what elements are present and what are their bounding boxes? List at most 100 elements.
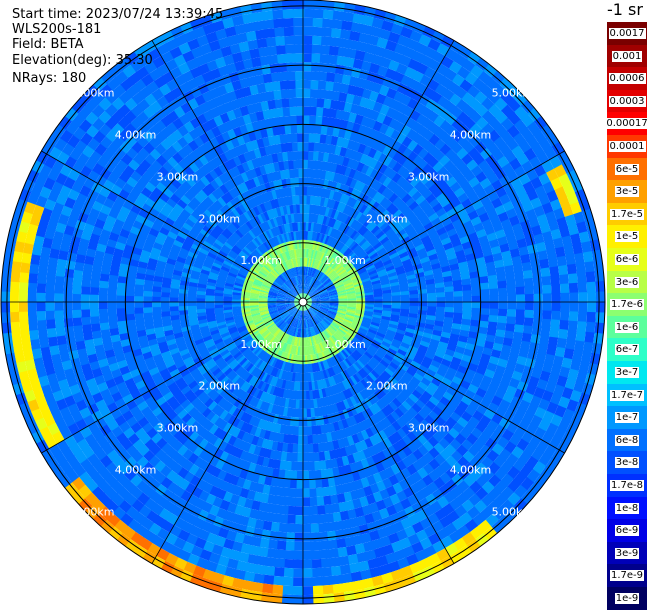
radar-cell xyxy=(302,551,312,560)
radar-cell xyxy=(197,305,206,309)
radar-cell xyxy=(28,319,38,330)
radar-cell xyxy=(1,301,10,313)
radar-cell xyxy=(179,306,188,311)
radar-cell xyxy=(99,308,108,316)
radar-cell xyxy=(418,293,427,298)
radar-cell xyxy=(309,506,318,515)
radar-cell xyxy=(170,306,179,312)
radar-cell xyxy=(19,291,28,302)
radar-cell xyxy=(463,302,472,309)
radar-cell xyxy=(587,282,597,294)
radar-cell xyxy=(525,286,534,295)
radar-cell xyxy=(542,285,551,295)
radar-cell xyxy=(294,524,303,533)
radar-cell xyxy=(507,302,516,310)
radar-cell xyxy=(309,497,317,506)
radar-cell xyxy=(312,594,324,604)
radar-cell xyxy=(45,292,54,302)
radar-cell xyxy=(1,290,10,302)
radar-cell xyxy=(552,302,561,312)
radar-cell xyxy=(542,276,552,286)
radar-cell xyxy=(292,577,303,586)
radar-cell xyxy=(188,305,197,310)
radar-cell xyxy=(436,292,445,298)
radar-cell xyxy=(28,310,37,321)
radar-cell xyxy=(534,294,543,303)
radar-cell xyxy=(445,302,454,308)
radar-cell xyxy=(401,295,410,299)
radar-cell xyxy=(45,301,54,311)
radar-cell xyxy=(550,275,560,286)
radar-cell xyxy=(19,301,28,312)
radar-cell xyxy=(586,271,596,283)
radar-cell xyxy=(143,307,152,314)
radar-cell xyxy=(81,293,90,302)
radar-cell xyxy=(303,27,314,36)
radar-cell xyxy=(54,292,63,302)
radar-cell xyxy=(303,89,311,98)
radar-cell xyxy=(63,301,72,310)
radar-cell xyxy=(10,301,19,313)
radar-cell xyxy=(596,302,605,314)
radar-cell xyxy=(489,302,498,310)
radar-cell xyxy=(308,462,315,471)
radar-cell xyxy=(533,285,542,295)
radar-cell xyxy=(81,309,90,318)
radar-cell xyxy=(569,302,578,313)
radar-cell xyxy=(303,9,315,18)
radar-cell xyxy=(311,559,322,568)
radar-cell xyxy=(37,310,46,321)
radar-cell xyxy=(90,308,99,317)
radar-cell xyxy=(296,480,303,489)
radar-cell xyxy=(516,302,525,311)
radar-cell xyxy=(54,309,63,319)
radar-cell xyxy=(507,287,516,296)
radar-cell xyxy=(302,568,313,577)
radar-cell xyxy=(99,294,108,302)
radar-cell xyxy=(125,307,134,314)
radar-cell xyxy=(480,289,489,297)
radar-cell xyxy=(302,586,314,595)
radar-cell xyxy=(568,273,578,284)
radar-cell xyxy=(63,293,72,302)
radar-cell xyxy=(63,309,72,319)
radar-cell xyxy=(481,302,490,309)
radar-cell xyxy=(303,44,313,53)
radar-cell xyxy=(310,524,319,533)
radar-cell xyxy=(309,488,317,497)
radar-cell xyxy=(1,311,11,323)
radar-cell xyxy=(296,462,303,471)
radar-cell xyxy=(498,302,507,310)
radar-cell xyxy=(306,408,311,417)
radar-cell xyxy=(292,586,304,595)
radar-cell xyxy=(297,444,303,453)
radar-cell xyxy=(306,400,310,409)
radar-cell xyxy=(117,295,126,302)
radar-cell xyxy=(560,302,569,313)
radar-cell xyxy=(55,318,65,328)
radar-cell xyxy=(294,533,303,542)
radar-cell xyxy=(307,426,313,435)
radar-cell xyxy=(302,577,313,586)
radar-cell xyxy=(551,284,560,294)
radar-cell xyxy=(595,281,605,293)
radar-cell xyxy=(10,291,19,303)
radar-cell xyxy=(319,549,330,559)
radar-cell xyxy=(161,306,170,312)
radar-cell xyxy=(72,293,81,302)
radar-cell xyxy=(560,283,569,294)
radar-cell xyxy=(409,294,418,299)
radar-cell xyxy=(303,18,314,27)
radar-cell xyxy=(108,308,117,316)
radar-cell xyxy=(463,290,472,297)
radar-cell xyxy=(471,290,480,297)
radar-cell xyxy=(295,497,303,506)
radar-cell xyxy=(311,577,322,586)
radar-cell xyxy=(303,36,314,45)
radar-cell xyxy=(587,292,596,304)
radar-cell xyxy=(578,282,587,293)
radar-cell xyxy=(303,62,312,71)
radar-cell xyxy=(46,310,55,320)
radar-cell xyxy=(303,116,310,125)
radar-cell xyxy=(322,594,334,604)
